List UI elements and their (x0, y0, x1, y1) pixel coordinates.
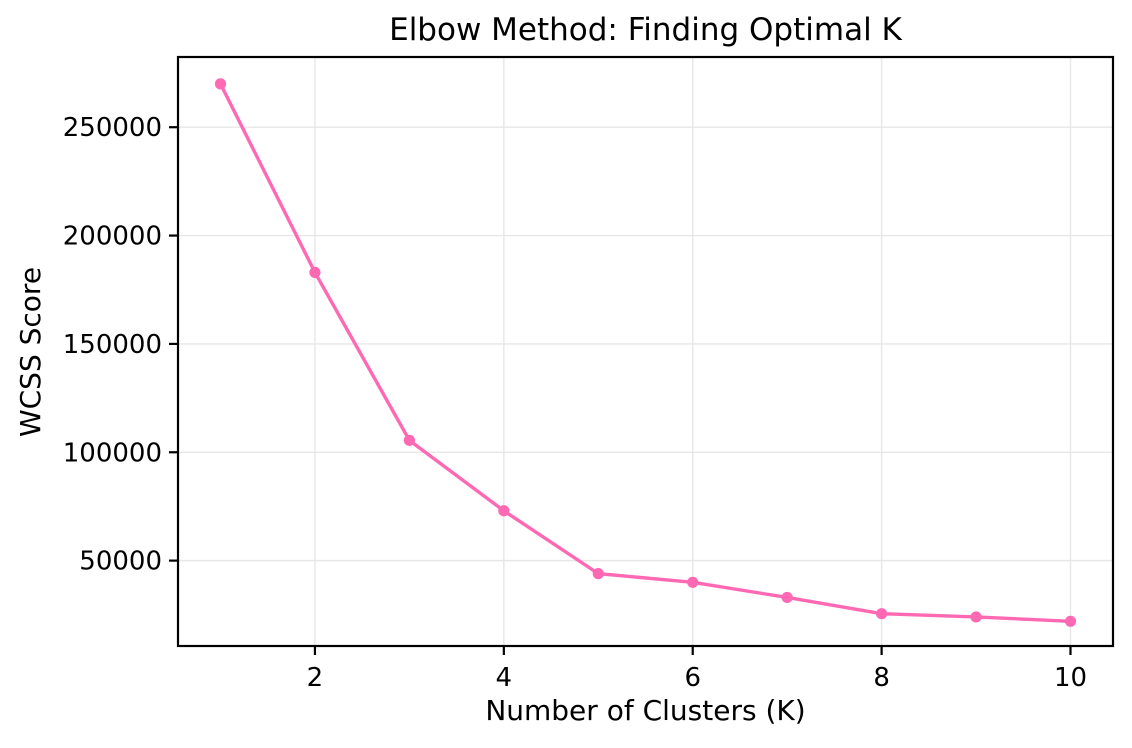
x-tick-label: 8 (873, 663, 890, 693)
data-point-k2 (309, 266, 321, 279)
data-point-k3 (403, 434, 415, 446)
x-axis-label: Number of Clusters (K) (485, 694, 806, 727)
data-point-k6 (687, 576, 699, 588)
data-point-k4 (498, 505, 510, 517)
y-tick-label: 150000 (63, 330, 162, 360)
y-tick-label: 50000 (79, 547, 162, 577)
data-point-k1 (214, 78, 227, 90)
data-point-k7 (781, 591, 793, 604)
x-tick-label: 10 (1054, 663, 1087, 693)
wcss-data-line (218, 82, 1073, 623)
data-point-k8 (876, 608, 888, 620)
x-tick-label: 2 (307, 663, 324, 693)
y-tick-label: 100000 (63, 438, 162, 468)
x-tick-label: 4 (496, 663, 513, 693)
axes-background (178, 57, 1113, 646)
axes-spines (176, 55, 1115, 648)
y-tick-label: 200000 (63, 222, 162, 252)
data-point-k9 (970, 611, 982, 623)
x-tick-label: 6 (684, 663, 701, 693)
data-point-k10 (1064, 615, 1077, 627)
y-tick-label: 250000 (63, 113, 162, 143)
chart-title: Elbow Method: Finding Optimal K (389, 12, 902, 48)
data-point-k5 (592, 568, 604, 580)
